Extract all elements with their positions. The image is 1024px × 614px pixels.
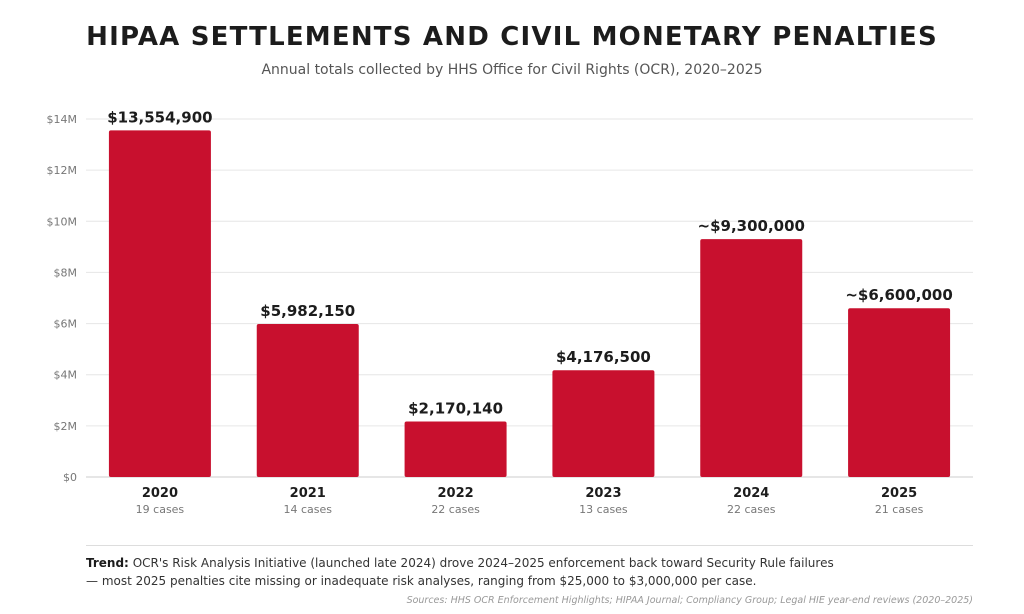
- trend-note: Trend: OCR's Risk Analysis Initiative (l…: [86, 554, 846, 590]
- y-tick-label: $12M: [47, 164, 78, 177]
- y-tick-label: $6M: [54, 318, 78, 331]
- case-count-label: 21 cases: [875, 503, 924, 516]
- data-label: ~$6,600,000: [845, 286, 952, 304]
- bar: [256, 324, 359, 477]
- y-tick-label: $8M: [54, 266, 78, 279]
- chart-subtitle: Annual totals collected by HHS Office fo…: [261, 62, 763, 78]
- x-tick-label: 2021: [290, 486, 326, 501]
- x-tick-label: 2020: [142, 486, 178, 501]
- case-count-label: 22 cases: [431, 503, 480, 516]
- data-label: $2,170,140: [408, 400, 503, 418]
- data-label: $5,982,150: [260, 302, 355, 320]
- footer-divider: [86, 545, 973, 546]
- y-tick-label: $0: [63, 471, 77, 484]
- bar: [108, 130, 211, 477]
- trend-note-text: OCR's Risk Analysis Initiative (launched…: [86, 556, 834, 588]
- trend-note-label: Trend:: [86, 556, 129, 570]
- data-label: $13,554,900: [107, 108, 212, 126]
- case-count-label: 22 cases: [727, 503, 776, 516]
- bar-chart: $0 $2M $4M $6M $8M $10M $12M $14M $13,554,900 202…: [47, 108, 973, 516]
- x-tick-label: 2023: [585, 486, 621, 501]
- x-tick-label: 2025: [881, 486, 917, 501]
- y-tick-label: $2M: [54, 420, 78, 433]
- case-count-label: 19 cases: [136, 503, 185, 516]
- bar: [700, 239, 803, 477]
- y-tick-label: $10M: [47, 215, 78, 228]
- case-count-label: 14 cases: [283, 503, 332, 516]
- case-count-label: 13 cases: [579, 503, 628, 516]
- y-tick-label: $4M: [54, 369, 78, 382]
- data-label: ~$9,300,000: [698, 217, 805, 235]
- x-tick-label: 2022: [437, 486, 473, 501]
- data-label: $4,176,500: [556, 348, 651, 366]
- chart-title: HIPAA SETTLEMENTS AND CIVIL MONETARY PEN…: [86, 22, 938, 52]
- x-tick-label: 2024: [733, 486, 769, 501]
- y-tick-label: $14M: [47, 113, 78, 126]
- sources-text: Sources: HHS OCR Enforcement Highlights;…: [406, 595, 973, 606]
- bar: [552, 370, 655, 477]
- bar: [848, 308, 951, 477]
- bar: [404, 421, 507, 477]
